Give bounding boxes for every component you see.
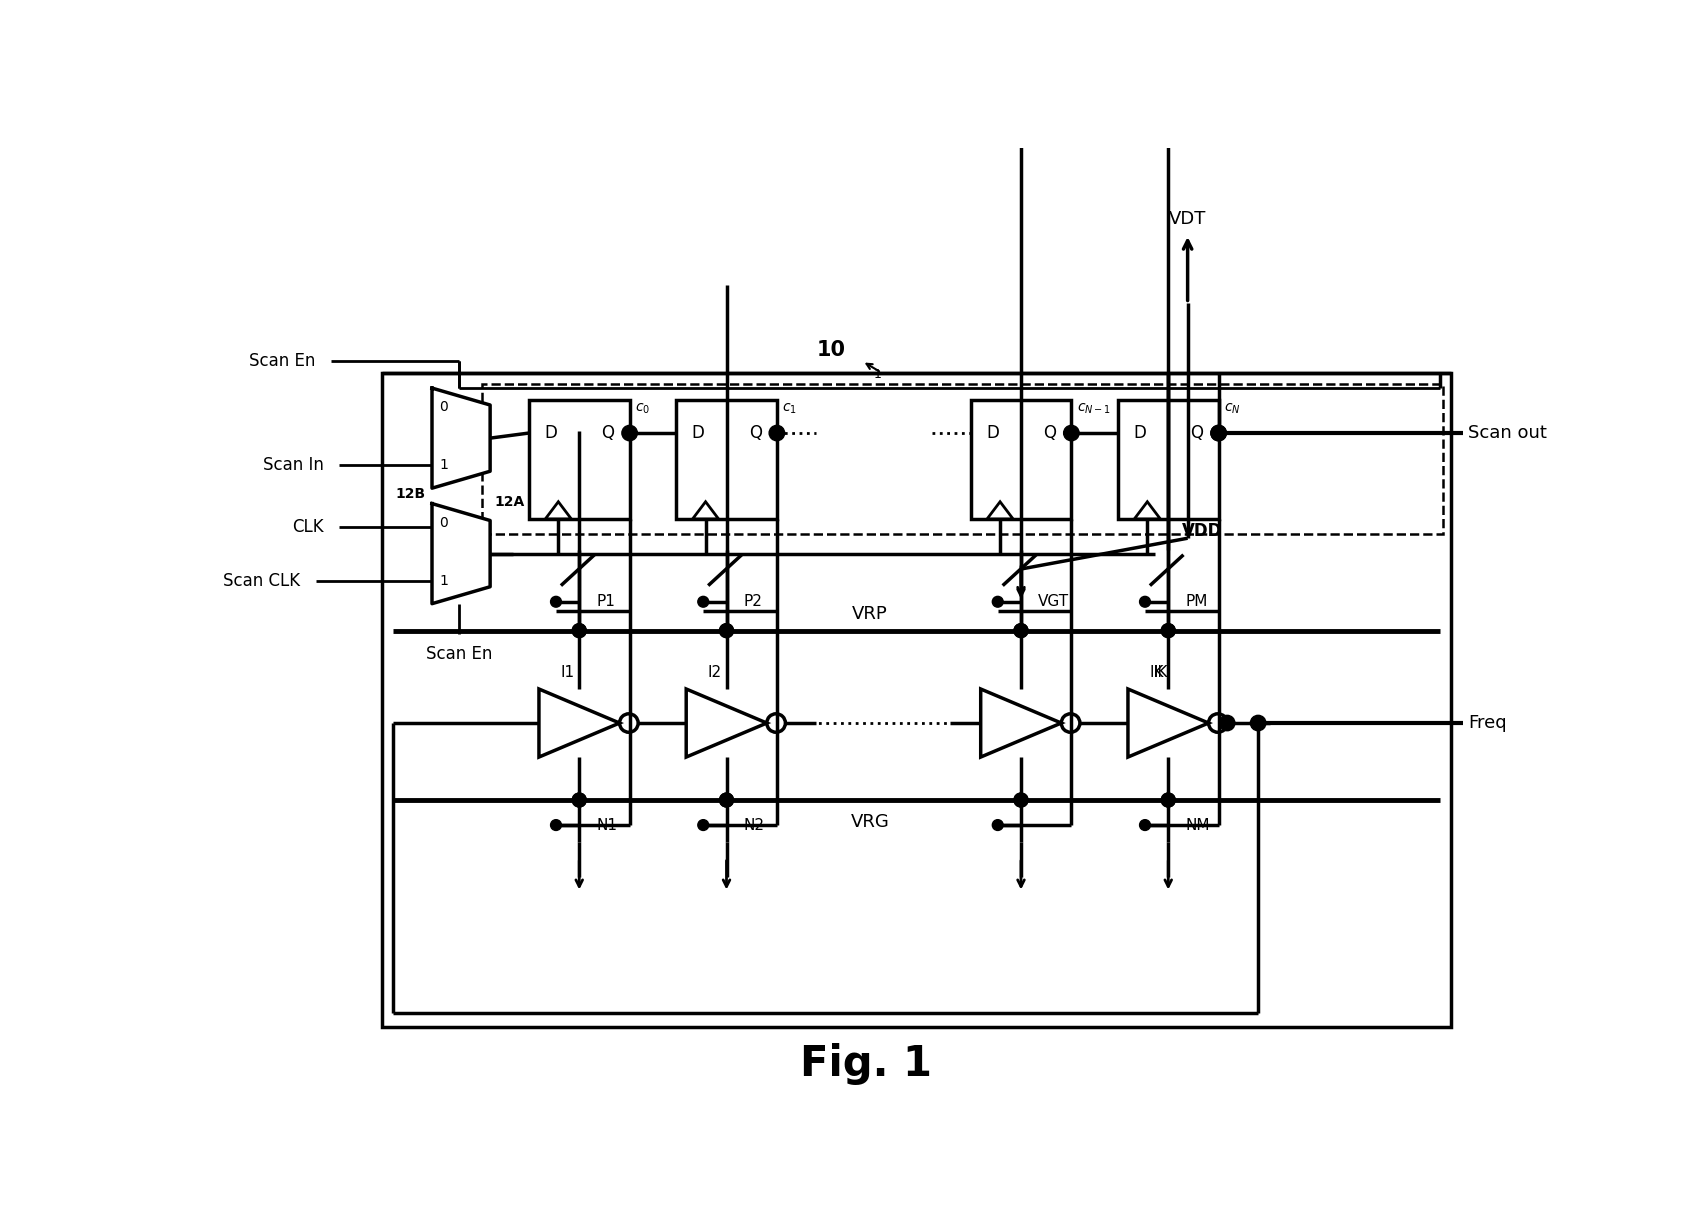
Text: 12A: 12A [493,495,524,509]
Bar [1118,399,1219,519]
Text: PM: PM [1186,594,1208,610]
Text: Scan En: Scan En [250,352,316,370]
Text: VDT: VDT [1169,209,1206,228]
Text: $c_{N-1}$: $c_{N-1}$ [1078,402,1111,415]
Circle shape [698,596,709,607]
Circle shape [1064,425,1079,441]
Text: Fig. 1: Fig. 1 [799,1044,932,1085]
Circle shape [1211,425,1226,441]
Circle shape [1162,793,1176,807]
Text: D: D [986,424,998,442]
Text: VGT: VGT [1039,594,1069,610]
Bar [971,399,1071,519]
Text: 10: 10 [816,340,846,360]
Text: P2: P2 [743,594,762,610]
Circle shape [1250,716,1265,731]
Text: Q: Q [1044,424,1056,442]
Text: N1: N1 [596,818,616,833]
Text: IK: IK [1150,664,1164,680]
Text: Scan out: Scan out [1468,424,1547,442]
Text: NM: NM [1186,818,1209,833]
Text: Q: Q [1191,424,1204,442]
Circle shape [720,793,733,807]
Circle shape [551,819,561,830]
Text: N2: N2 [743,818,765,833]
Text: Freq: Freq [1468,715,1507,732]
Circle shape [698,819,709,830]
Circle shape [1162,793,1176,807]
Circle shape [1162,623,1176,637]
Circle shape [1211,425,1226,441]
Circle shape [573,623,586,637]
Text: $c_N$: $c_N$ [1225,402,1241,415]
Text: 0: 0 [439,516,448,530]
Text: VRG: VRG [851,813,888,830]
Text: D: D [1133,424,1147,442]
Circle shape [768,425,785,441]
Text: CLK: CLK [292,517,324,536]
Circle shape [573,793,586,807]
Circle shape [1140,819,1150,830]
Circle shape [720,793,733,807]
Polygon shape [432,388,490,488]
Circle shape [1013,793,1029,807]
Text: Scan CLK: Scan CLK [223,572,301,590]
Circle shape [1013,623,1029,637]
Text: 1: 1 [439,458,448,472]
Text: IK: IK [1154,664,1167,680]
Text: Scan In: Scan In [262,456,324,474]
Circle shape [1219,716,1235,731]
Circle shape [551,596,561,607]
Text: VDD: VDD [1182,521,1223,540]
Bar [483,384,1444,535]
Bar [382,372,1451,1027]
Text: D: D [691,424,704,442]
Text: 1: 1 [439,574,448,588]
Circle shape [573,623,586,637]
Text: Scan En: Scan En [426,644,491,663]
Bar [676,399,777,519]
Circle shape [720,623,733,637]
Polygon shape [432,504,490,604]
Circle shape [573,793,586,807]
Circle shape [1162,623,1176,637]
Circle shape [720,623,733,637]
Circle shape [993,596,1003,607]
Text: 1: 1 [873,367,882,381]
Text: I1: I1 [561,664,574,680]
Text: 12B: 12B [395,488,426,501]
Circle shape [1140,596,1150,607]
Text: $c_0$: $c_0$ [635,402,650,415]
Text: Q: Q [601,424,615,442]
Text: VRP: VRP [851,605,888,622]
Circle shape [622,425,637,441]
Text: Q: Q [748,424,762,442]
Circle shape [993,819,1003,830]
Text: P1: P1 [596,594,615,610]
Circle shape [1013,623,1029,637]
Bar [529,399,630,519]
Circle shape [1013,793,1029,807]
Text: D: D [544,424,557,442]
Text: $c_1$: $c_1$ [782,402,797,415]
Text: I2: I2 [708,664,721,680]
Text: 0: 0 [439,400,448,414]
